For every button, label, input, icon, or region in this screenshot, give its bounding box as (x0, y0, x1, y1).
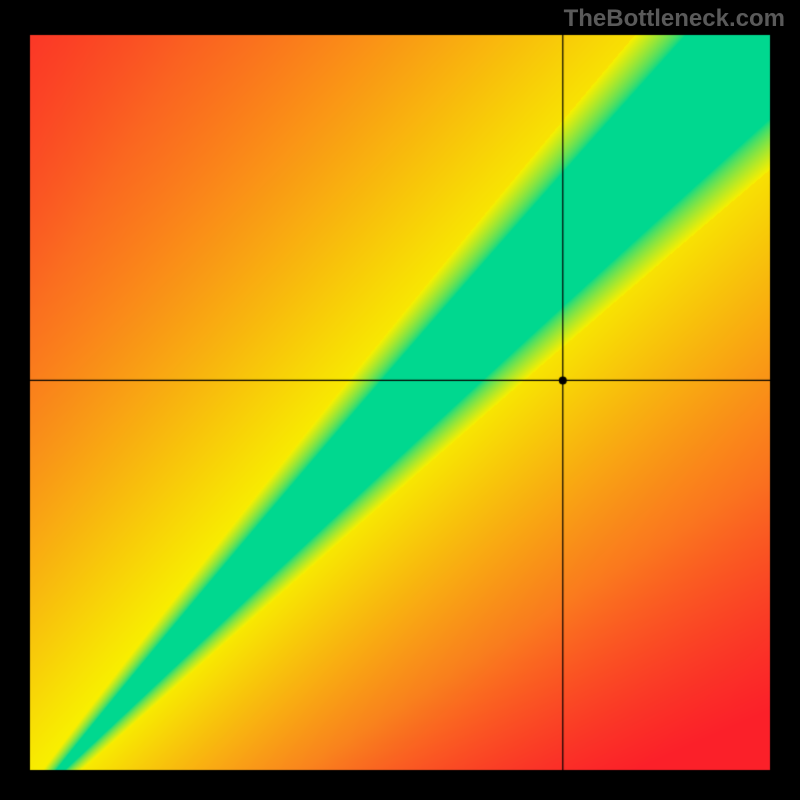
watermark-label: TheBottleneck.com (564, 5, 785, 33)
heatmap-canvas (0, 0, 800, 800)
heatmap-plot (0, 0, 800, 800)
